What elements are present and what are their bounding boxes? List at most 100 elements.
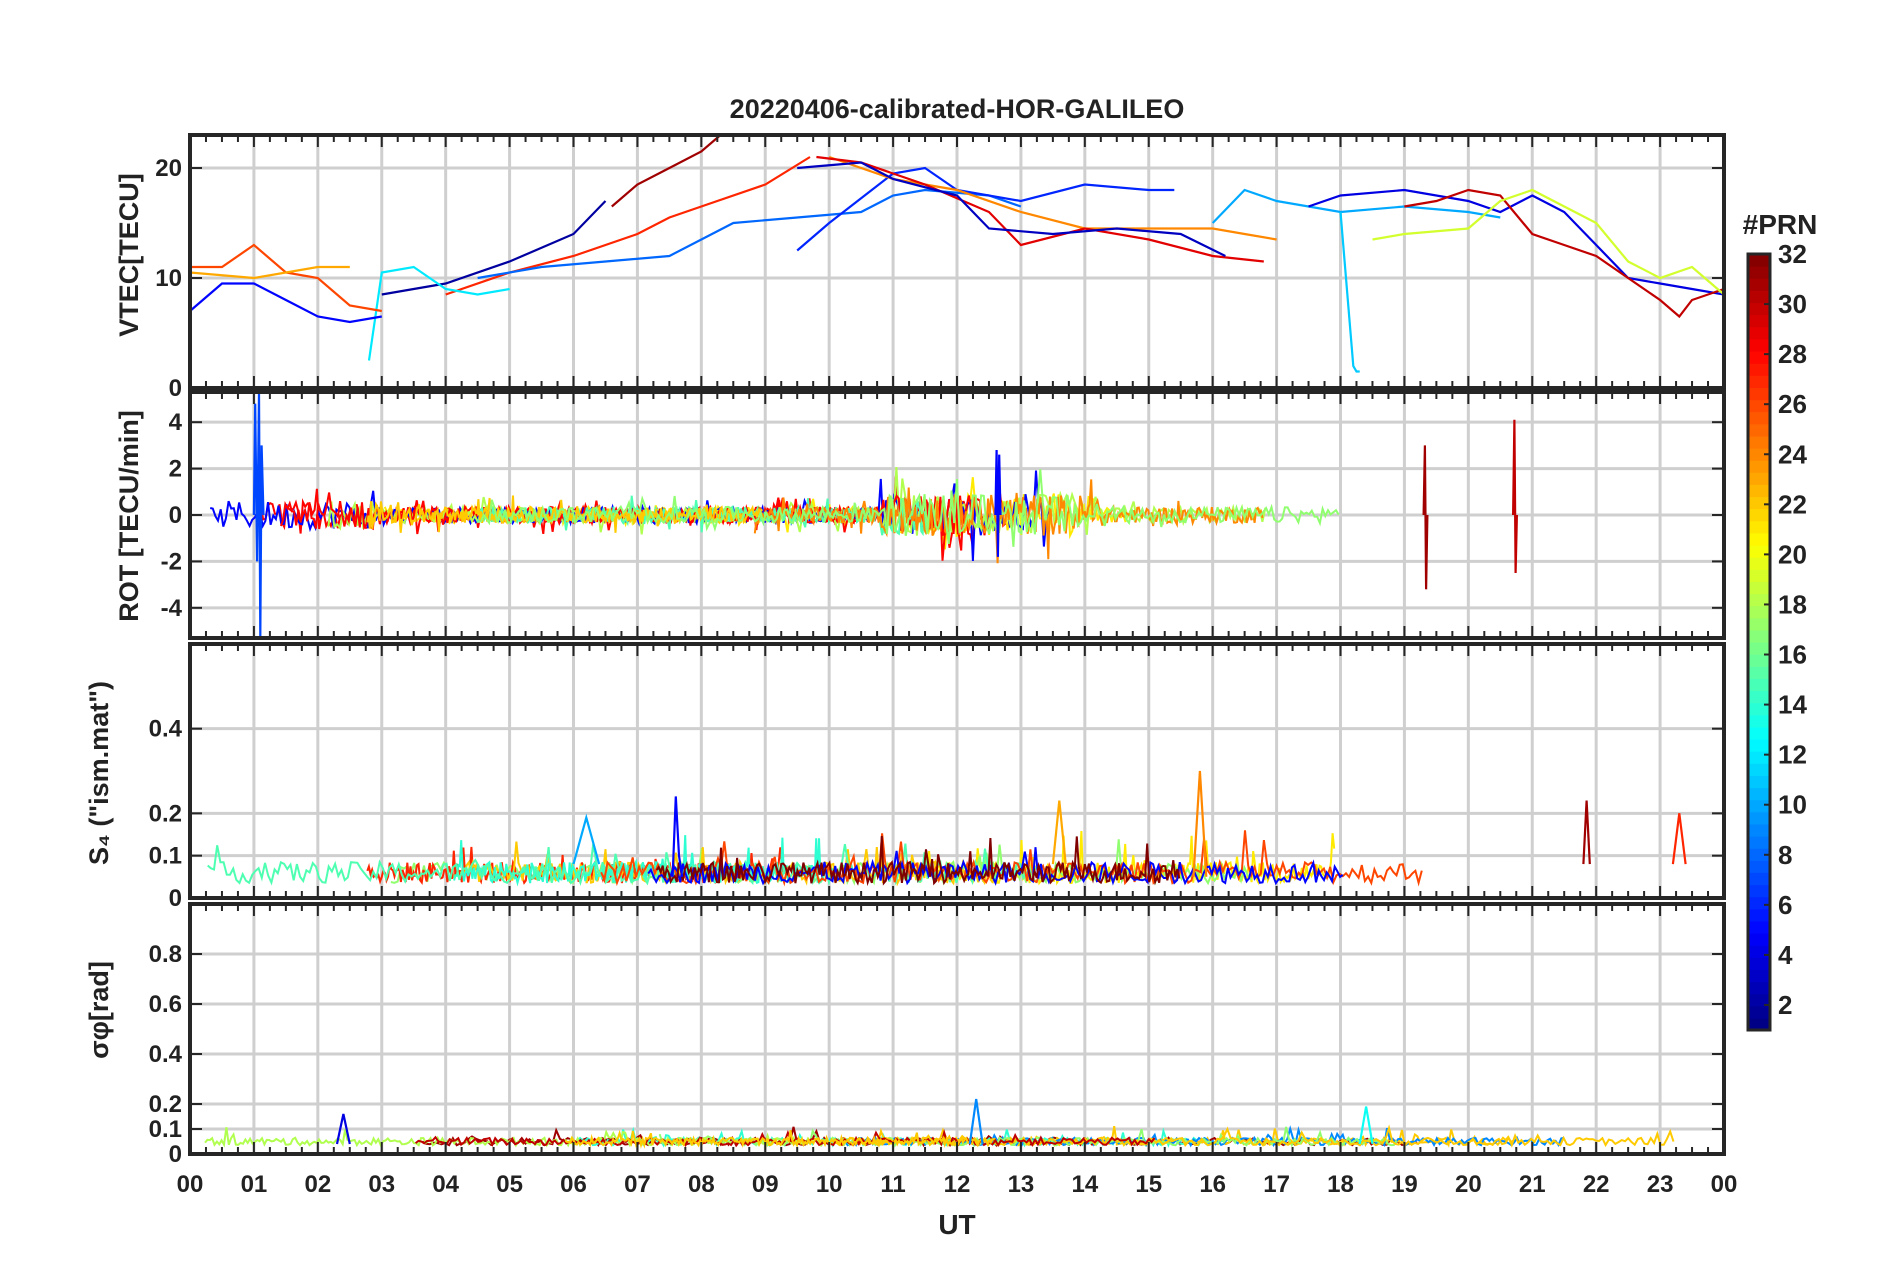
colorbar-swatch [1748,787,1770,801]
series-s4 [572,770,1687,877]
colorbar-swatch [1748,654,1770,667]
colorbar-swatch [1748,993,1770,1007]
colorbar-swatch [1748,775,1770,789]
colorbar-tick-label: 24 [1778,439,1807,469]
x-tick-label: 01 [241,1171,268,1198]
colorbar-swatch [1748,338,1770,352]
x-tick-label: 10 [816,1171,843,1198]
colorbar-swatch [1748,763,1770,776]
colorbar-swatch [1748,945,1770,958]
colorbar-tick-label: 2 [1778,990,1792,1020]
colorbar-swatch [1748,872,1770,886]
colorbar-swatch [1748,581,1770,595]
y-tick-label: 0.4 [149,1041,183,1068]
rot-trace [753,479,1264,564]
colorbar-tick-label: 32 [1778,239,1807,269]
series-line-prn-4 [1308,188,1724,296]
colorbar-swatch [1748,435,1770,449]
x-tick-label: 07 [624,1171,651,1198]
colorbar-swatch [1748,520,1770,534]
colorbar-swatch [1748,739,1770,752]
colorbar-swatch [1748,860,1770,873]
y-tick-label: 0.8 [149,941,182,968]
colorbar-swatch [1748,545,1770,558]
series-line-prn-23 [1051,800,1067,865]
x-tick-label: 00 [177,1171,204,1198]
colorbar-tick-label: 16 [1778,640,1807,670]
x-tick-label: 18 [1327,1171,1354,1198]
colorbar-swatch [1748,714,1770,728]
colorbar-tick-label: 18 [1778,589,1807,619]
x-tick-label: 06 [560,1171,587,1198]
series-line-prn-11 [1339,211,1360,373]
x-tick-label: 02 [304,1171,331,1198]
grid-vtec [188,135,1726,390]
colorbar-tick-label: 10 [1778,790,1807,820]
y-axis-label-s4: S₄ ("ism.mat") [84,681,114,865]
colorbar-swatch [1748,569,1770,582]
y-tick-label: 0 [169,1141,182,1168]
series-line-prn-5 [671,796,684,877]
series-line-prn-31 [611,135,722,208]
colorbar-swatch [1748,423,1770,437]
colorbar-swatch [1748,351,1770,364]
y-tick-label: 0 [169,375,182,402]
x-tick-label: 21 [1519,1171,1546,1198]
colorbar-swatch [1748,290,1770,304]
colorbar-swatch [1748,848,1770,861]
y-tick-label: 0.4 [149,716,183,743]
colorbar-swatch [1748,411,1770,425]
x-axis-label: UT [938,1209,975,1240]
x-tick-label: 12 [944,1171,971,1198]
colorbar-tick-label: 4 [1778,940,1793,970]
axes-box-s4 [188,642,1726,900]
colorbar-swatch [1748,678,1770,692]
colorbar-swatch [1748,448,1770,461]
colorbar-swatch [1748,957,1770,970]
x-axis: 00 01 02 03 04 05 06 07 08 09 10 11 12 13 14 15 16 17 18 19… [177,1171,1738,1198]
grid-sigma_phi [188,904,1726,1156]
y-tick-label: 20 [155,155,182,182]
s4-trace [655,835,1181,887]
colorbar-tick-label: 20 [1778,539,1807,569]
y-axis-label-vtec: VTEC[TECU] [114,173,144,337]
x-tick-label: 11 [880,1171,905,1198]
x-tick-label: 14 [1071,1171,1098,1198]
x-tick-label: 13 [1008,1171,1035,1198]
series-line-prn-31 [1422,445,1429,590]
y-tick-label: 0.6 [149,991,182,1018]
y-tick-label: 2 [169,456,182,483]
series-line-prn-30 [1512,419,1518,574]
colorbar-swatch [1748,617,1770,631]
x-tick-label: 05 [496,1171,523,1198]
colorbar-swatch [1748,884,1770,898]
x-tick-label: 08 [688,1171,715,1198]
series-line-prn-12 [367,265,510,361]
series-line-prn-24 [1192,770,1208,877]
x-tick-label: 15 [1135,1171,1162,1198]
panel-s4: 0 0.1 0.2 0.4 S₄ ("ism.mat") [84,642,1726,912]
colorbar-swatch [1748,1005,1770,1019]
colorbar-tick-label: 30 [1778,289,1807,319]
background-traces-sigma_phi [204,1124,1675,1149]
rot-trace [477,469,1340,547]
s4-trace [647,847,1344,886]
x-tick-label: 04 [432,1171,459,1198]
series-sigma_phi [335,1098,1374,1145]
colorbar-swatch [1748,969,1770,983]
colorbar-swatch [1748,836,1770,849]
colorbar-swatch [1748,1017,1770,1031]
series-line-prn-23 [190,265,350,280]
series-line-prn-5 [190,282,382,324]
series-line-prn-10 [572,813,601,865]
sigma_phi-trace [832,1124,1675,1148]
colorbar-swatch [1748,399,1770,413]
colorbar-swatch [1748,266,1770,279]
series-line-prn-31 [1582,800,1591,865]
series-line-prn-9 [968,1098,984,1145]
chart-title: 20220406-calibrated-HOR-GALILEO [730,94,1185,124]
x-tick-label: 17 [1263,1171,1290,1198]
x-tick-label: 03 [368,1171,395,1198]
